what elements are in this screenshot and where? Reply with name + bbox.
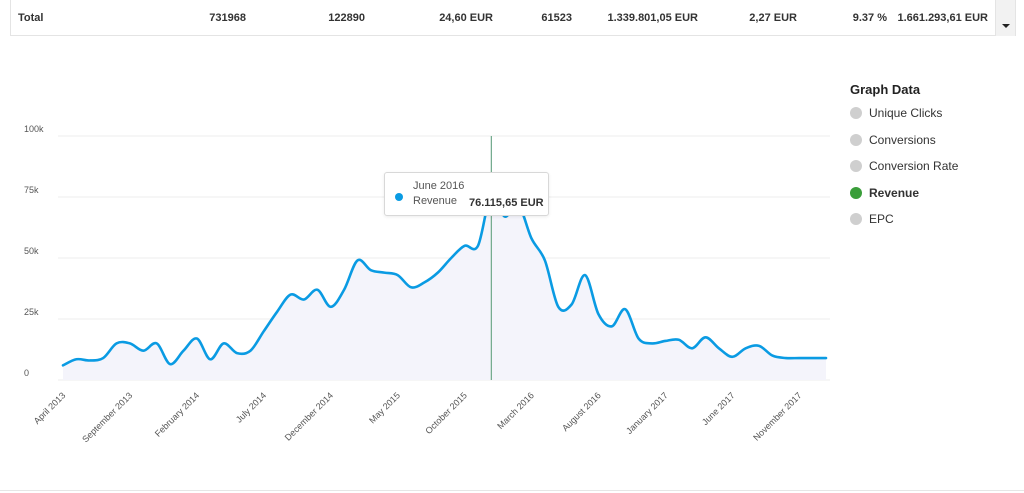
x-tick-label: February 2014 xyxy=(153,390,201,438)
x-tick-label: March 2016 xyxy=(495,390,536,431)
y-tick-label: 50k xyxy=(24,246,39,256)
caret-down-icon xyxy=(1002,24,1010,28)
totals-label: Total xyxy=(18,12,44,24)
tooltip-value: 76.115,65 EUR xyxy=(469,197,544,209)
legend-toggle-dot-icon xyxy=(850,160,862,172)
y-tick-label: 25k xyxy=(24,307,39,317)
x-tick-label: November 2017 xyxy=(751,390,803,442)
graph-data-legend: Graph Data Unique Clicks Conversions Con… xyxy=(850,82,1010,239)
x-tick-label: September 2013 xyxy=(80,390,134,444)
x-tick-label: April 2013 xyxy=(32,390,68,426)
total-epc: 2,27 EUR xyxy=(749,12,797,24)
x-tick-label: December 2014 xyxy=(283,390,335,442)
legend-item-revenue[interactable]: Revenue xyxy=(850,186,1010,213)
y-tick-label: 75k xyxy=(24,185,39,195)
legend-title: Graph Data xyxy=(850,82,921,97)
x-tick-label: August 2016 xyxy=(560,390,603,433)
x-tick-label: May 2015 xyxy=(367,390,402,425)
x-tick-label: October 2015 xyxy=(423,390,469,436)
legend-toggle-dot-icon xyxy=(850,186,862,199)
x-tick-label: June 2017 xyxy=(700,390,737,427)
legend-item-label: Unique Clicks xyxy=(869,106,943,120)
legend-toggle-dot-icon xyxy=(850,133,862,146)
legend-toggle-dot-icon xyxy=(850,107,862,119)
tooltip-series-dot-icon xyxy=(395,193,403,201)
legend-item-label: Conversions xyxy=(869,132,936,147)
x-tick-label: January 2017 xyxy=(624,390,670,436)
total-conversions: 61523 xyxy=(541,12,572,24)
legend-item-label: EPC xyxy=(869,212,894,226)
tooltip-date: June 2016 xyxy=(413,180,465,192)
total-clicks: 122890 xyxy=(328,12,365,24)
revenue-area xyxy=(63,193,826,380)
y-tick-label: 0 xyxy=(24,368,29,378)
legend-item-conversions[interactable]: Conversions xyxy=(850,133,1010,160)
legend-toggle-dot-icon xyxy=(850,213,862,225)
total-cpc: 24,60 EUR xyxy=(439,12,493,24)
legend-item-label: Conversion Rate xyxy=(869,159,959,173)
total-unique-clicks: 731968 xyxy=(209,12,246,24)
tooltip-series-name: Revenue xyxy=(413,195,458,207)
total-revenue: 1.339.801,05 EUR xyxy=(607,12,698,24)
x-tick-label: July 2014 xyxy=(234,390,268,424)
total-amount: 1.661.293,61 EUR xyxy=(897,12,988,24)
legend-item-epc[interactable]: EPC xyxy=(850,212,1010,239)
bottom-divider xyxy=(0,490,1024,491)
total-conversion-rate: 9.37 % xyxy=(852,12,887,24)
revenue-line xyxy=(61,192,828,367)
legend-item-label: Revenue xyxy=(869,185,920,200)
y-tick-label: 100k xyxy=(24,124,44,134)
revenue-chart: 0 25k 50k 75k 100k April 2013 September 2013 Fe… xyxy=(24,124,830,444)
scroll-down-button[interactable] xyxy=(995,0,1015,36)
legend-item-unique-clicks[interactable]: Unique Clicks xyxy=(850,106,1010,133)
chart-tooltip: June 2016 Revenue 76.115,65 EUR xyxy=(384,172,549,216)
totals-row: Total 731968 122890 24,60 EUR 61523 1.33… xyxy=(10,0,1016,36)
legend-item-conversion-rate[interactable]: Conversion Rate xyxy=(850,159,1010,186)
